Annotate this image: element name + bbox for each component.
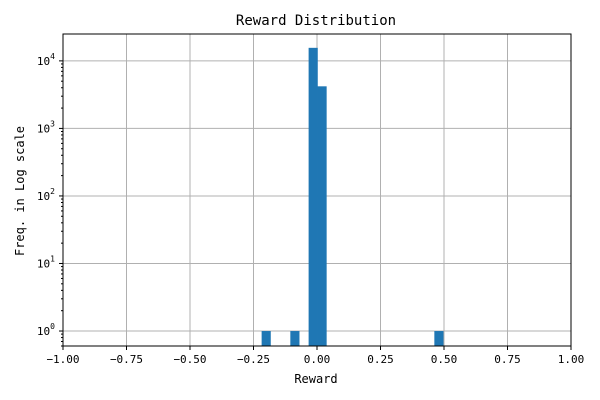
bars — [261, 47, 444, 347]
y-tick-label: 104 — [37, 52, 55, 68]
chart-title: Reward Distribution — [236, 13, 396, 29]
x-tick-label: −0.75 — [110, 353, 143, 366]
y-tick-exponent: 4 — [50, 52, 55, 61]
y-tick-exponent: 2 — [50, 187, 55, 196]
histogram-bar — [317, 86, 327, 347]
histogram-bar — [261, 331, 271, 346]
y-tick-base: 10 — [37, 325, 50, 338]
x-tick-label: 1.00 — [558, 353, 585, 366]
x-tick-label: 0.25 — [367, 353, 394, 366]
x-tick-label: −1.00 — [46, 353, 79, 366]
x-tick-label: 0.75 — [494, 353, 521, 366]
y-tick-base: 10 — [37, 257, 50, 270]
y-tick-base: 10 — [37, 55, 50, 68]
ticks: −1.00 −0.75 −0.50 −0.25 0.00 0.25 0.50 0.75 1.00… — [37, 52, 584, 366]
y-tick-label: 102 — [37, 187, 55, 203]
y-tick-base: 10 — [37, 122, 50, 135]
y-axis-label: Freq. in Log scale — [13, 126, 27, 256]
histogram-bar — [434, 331, 444, 346]
y-tick-base: 10 — [37, 190, 50, 203]
y-tick-exponent: 3 — [50, 119, 55, 128]
x-axis-label: Reward — [294, 372, 337, 386]
histogram-bar — [308, 47, 318, 346]
y-tick-label: 103 — [37, 119, 55, 135]
y-tick-exponent: 1 — [50, 254, 55, 263]
x-tick-label: −0.50 — [173, 353, 206, 366]
x-tick-label: 0.00 — [304, 353, 331, 366]
y-tick-label: 100 — [37, 322, 55, 338]
x-tick-label: −0.25 — [237, 353, 270, 366]
y-tick-label: 101 — [37, 254, 55, 270]
x-tick-label: 0.50 — [431, 353, 458, 366]
histogram-bar — [290, 331, 300, 346]
y-tick-exponent: 0 — [50, 322, 55, 331]
